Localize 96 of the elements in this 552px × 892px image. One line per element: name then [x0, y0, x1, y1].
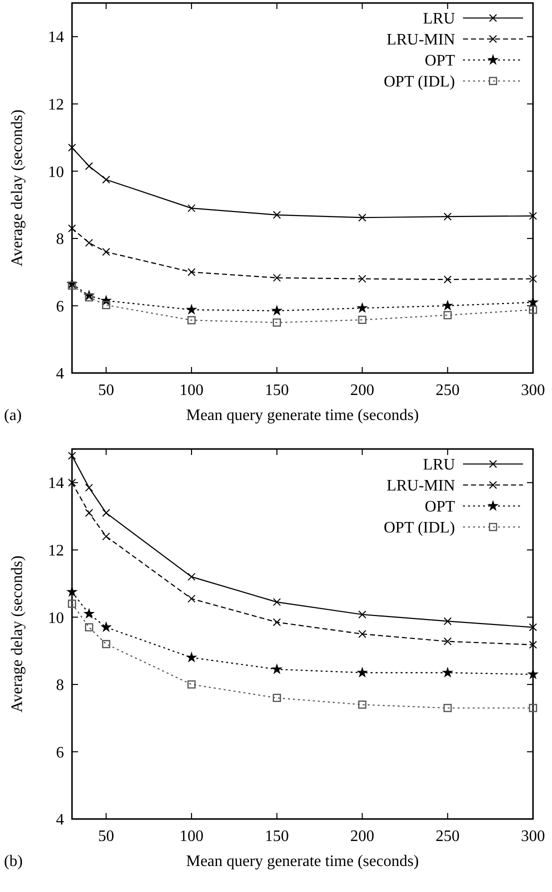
text: (a)	[4, 407, 22, 424]
point	[188, 594, 196, 603]
point	[187, 316, 196, 324]
point	[271, 663, 283, 674]
legend-label: LRU-MIN	[386, 32, 456, 49]
point	[271, 304, 283, 316]
x-tick-label: 200	[350, 382, 374, 399]
y-tick-label: 8	[56, 231, 64, 248]
point	[444, 637, 452, 646]
point	[272, 210, 281, 219]
point	[102, 248, 110, 256]
point	[272, 618, 281, 626]
legend-label: LRU	[423, 456, 456, 474]
point	[85, 484, 94, 492]
x-tick-label: 50	[98, 382, 114, 399]
y-tick-label: 8	[56, 677, 64, 694]
point	[442, 300, 454, 311]
point	[85, 508, 94, 517]
point	[358, 700, 366, 709]
x-tick-label: 300	[521, 382, 545, 399]
x-tick-label: 50	[98, 828, 114, 845]
point	[444, 212, 452, 221]
x-tick-label: 200	[350, 828, 374, 845]
point	[68, 452, 76, 460]
x-tick-label: 150	[264, 828, 289, 845]
point	[68, 144, 76, 152]
point	[68, 281, 76, 290]
point	[85, 162, 94, 170]
point	[84, 623, 94, 632]
point	[68, 600, 76, 608]
point	[444, 311, 452, 320]
point	[188, 268, 196, 276]
point	[356, 666, 368, 678]
y-tick-label: 12	[48, 96, 64, 114]
point	[529, 623, 537, 632]
point	[444, 617, 452, 626]
point	[444, 275, 452, 284]
text: (b)	[4, 853, 23, 870]
point	[529, 212, 537, 220]
x-tick-label: 100	[180, 828, 204, 845]
y-axis-title: Average delay (seconds)	[9, 110, 26, 266]
point	[186, 652, 198, 662]
point	[85, 238, 94, 247]
point	[358, 316, 366, 324]
legend-label: OPT	[424, 498, 456, 516]
y-tick-label: 14	[48, 475, 64, 492]
point	[529, 640, 537, 649]
y-tick-label: 6	[56, 298, 64, 316]
point	[187, 680, 196, 689]
point	[102, 532, 110, 540]
legend-label: OPT (IDL)	[384, 520, 455, 537]
point	[272, 598, 281, 606]
x-tick-label: 300	[521, 828, 545, 845]
x-tick-label: 150	[264, 382, 289, 399]
point	[84, 293, 94, 302]
point	[188, 204, 196, 212]
point	[102, 508, 110, 517]
y-axis-title: Average delay (seconds)	[9, 556, 26, 712]
point	[68, 478, 76, 487]
y-tick-label: 10	[48, 164, 64, 181]
legend-label: LRU	[423, 10, 456, 28]
point	[528, 704, 538, 712]
point	[358, 610, 366, 618]
point	[358, 274, 366, 283]
point	[188, 572, 196, 581]
y-tick-label: 12	[48, 542, 64, 560]
y-tick-label: 4	[56, 812, 64, 829]
point	[358, 214, 366, 222]
point	[528, 306, 538, 314]
point	[356, 302, 368, 313]
y-tick-label: 14	[48, 29, 64, 46]
point	[272, 274, 281, 282]
x-axis-title: Mean query generate time (seconds)	[186, 853, 419, 870]
point	[272, 694, 281, 702]
point	[102, 640, 110, 648]
point	[100, 621, 112, 632]
x-tick-label: 100	[180, 382, 204, 399]
x-tick-label: 250	[436, 828, 460, 845]
point	[529, 274, 537, 283]
point	[358, 630, 366, 638]
y-tick-label: 10	[48, 610, 64, 627]
legend-label: OPT	[424, 52, 456, 70]
point	[102, 300, 110, 310]
point	[444, 704, 452, 712]
point	[186, 304, 198, 315]
point	[68, 224, 76, 232]
legend-label: OPT (IDL)	[384, 74, 455, 91]
x-tick-label: 250	[436, 382, 460, 399]
point	[102, 176, 110, 184]
point	[272, 318, 281, 327]
y-tick-label: 6	[56, 744, 64, 762]
y-tick-label: 4	[56, 366, 64, 383]
x-axis-title: Mean query generate time (seconds)	[186, 407, 419, 424]
point	[442, 666, 454, 678]
point	[83, 608, 95, 619]
legend-label: LRU-MIN	[386, 478, 456, 495]
